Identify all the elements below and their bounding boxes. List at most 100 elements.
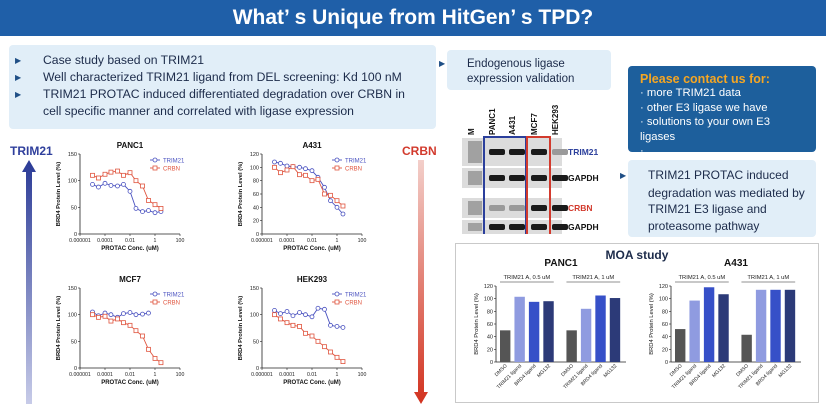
y-tick-label: 20 xyxy=(253,219,259,225)
data-point xyxy=(297,310,302,315)
data-point xyxy=(284,320,290,326)
y-axis-label: BRD4 Protein Level (%) xyxy=(238,296,244,360)
blot-title: ▶ Endogenous ligase expression validation xyxy=(439,58,575,85)
page-title: What’ s Unique from HitGen’ s TPD? xyxy=(232,6,594,29)
intro-bullet: ▶ TRIM21 PROTAC induced differentiated de… xyxy=(15,87,405,118)
blot-row-label: GAPDH xyxy=(568,222,599,232)
data-point xyxy=(278,316,283,322)
data-point xyxy=(133,312,139,318)
series-line-trim21 xyxy=(92,311,149,318)
bar xyxy=(580,308,592,362)
data-point xyxy=(315,176,321,182)
group-label: TRIM21 A, 0.5 uM xyxy=(679,275,726,281)
y-axis-label: BRD4 Protein Level (%) xyxy=(56,162,62,226)
y-tick-label: 120 xyxy=(250,152,259,158)
data-point xyxy=(158,360,164,366)
data-point xyxy=(108,169,114,175)
data-point xyxy=(127,310,133,315)
blot-marker-band xyxy=(468,223,482,231)
data-point xyxy=(328,349,333,355)
data-point xyxy=(340,325,346,330)
moa-chart-panc1: PANC1 0 20 40 60 80 100 120 BRD4 Protein Level (… xyxy=(474,258,626,390)
data-point xyxy=(108,183,114,188)
data-point xyxy=(272,312,277,318)
series-line-trim21 xyxy=(92,182,162,214)
data-point xyxy=(102,171,108,177)
data-point xyxy=(140,311,145,317)
y-tick-label: 100 xyxy=(68,179,77,185)
intro-bullet: ▶ Case study based on TRIM21 xyxy=(15,53,205,67)
data-point xyxy=(96,184,101,190)
contact-item: · … xyxy=(640,145,659,157)
x-axis-label: PROTAC Conc. (uM) xyxy=(101,246,159,252)
legend-label: TRIM21 xyxy=(163,293,185,299)
y-tick-label: 40 xyxy=(253,205,259,211)
group-label: TRIM21 A, 1 uM xyxy=(572,275,614,281)
moa-title: MOA study xyxy=(605,248,669,262)
x-tick-label: 1 xyxy=(154,372,157,378)
y-axis-label: BRD4 Protein Level (%) xyxy=(649,293,655,355)
y-tick-label: 0 xyxy=(256,232,259,238)
data-point xyxy=(290,322,296,328)
data-point xyxy=(108,318,114,324)
intro-panel: ▶ Case study based on TRIM21 ▶ Well charac… xyxy=(9,45,436,129)
contact-header: Please contact us for: xyxy=(640,72,770,86)
y-tick-label: 40 xyxy=(487,335,493,341)
y-tick-label: 50 xyxy=(71,339,77,345)
legend-marker xyxy=(152,165,158,171)
data-point xyxy=(322,184,327,190)
bar xyxy=(770,289,781,362)
x-tick-label: 0.0001 xyxy=(97,372,113,378)
blot-band xyxy=(489,175,505,181)
data-point xyxy=(140,333,145,339)
intro-bullet: ▶ Well characterized TRIM21 ligand from D… xyxy=(15,70,402,84)
chart-title: HEK293 xyxy=(297,275,328,284)
blot-band xyxy=(489,205,505,211)
blot-title-panel: ▶ Endogenous ligase expression validation xyxy=(439,50,611,90)
legend-marker xyxy=(152,291,158,297)
data-point xyxy=(278,170,283,176)
page-banner: What’ s Unique from HitGen’ s TPD? xyxy=(0,0,826,36)
data-point xyxy=(127,322,133,328)
data-point xyxy=(152,210,158,216)
trim21-gradient-arrow xyxy=(22,160,36,404)
bar xyxy=(784,289,796,362)
data-point xyxy=(328,192,333,198)
western-blot: M PANC1 A431 MCF7 HEK293 TRIM21 GAPDH CRBN GAPDH xyxy=(462,102,612,236)
data-point xyxy=(322,306,327,312)
bar-category-label: MG132 xyxy=(778,363,794,379)
legend-marker xyxy=(334,291,340,297)
data-point xyxy=(278,160,283,166)
x-tick-label: 0.01 xyxy=(125,372,135,378)
bar xyxy=(741,334,752,362)
data-point xyxy=(297,172,302,178)
series-line-crbn xyxy=(92,314,162,364)
y-tick-label: 60 xyxy=(487,322,493,328)
legend-label: CRBN xyxy=(163,301,180,307)
y-tick-label: 100 xyxy=(250,313,259,319)
bar xyxy=(609,298,621,362)
bar xyxy=(718,294,729,362)
crbn-gradient-label: CRBN xyxy=(402,144,437,158)
x-axis-label: PROTAC Conc. (uM) xyxy=(283,246,341,252)
y-tick-label: 120 xyxy=(659,284,668,290)
crbn-gradient-arrow xyxy=(414,160,428,404)
x-tick-label: 100 xyxy=(358,372,367,378)
x-tick-label: 0.01 xyxy=(307,238,317,244)
data-point xyxy=(315,338,321,344)
data-point xyxy=(340,203,346,209)
moa-box: MOA study PANC1 0 20 40 60 80 100 120 BRD4 Prote… xyxy=(455,243,819,403)
data-point xyxy=(146,346,151,352)
blot-band xyxy=(552,205,568,211)
x-tick-label: 0.000001 xyxy=(251,238,273,244)
y-tick-label: 60 xyxy=(253,192,259,198)
data-point xyxy=(121,311,126,317)
y-tick-label: 0 xyxy=(74,232,77,238)
data-point xyxy=(309,333,315,339)
legend-marker xyxy=(334,157,340,163)
data-point xyxy=(146,208,151,213)
chart-title: A431 xyxy=(302,141,322,150)
data-point xyxy=(121,182,126,187)
data-point xyxy=(140,183,145,189)
legend-label: TRIM21 xyxy=(345,159,367,165)
